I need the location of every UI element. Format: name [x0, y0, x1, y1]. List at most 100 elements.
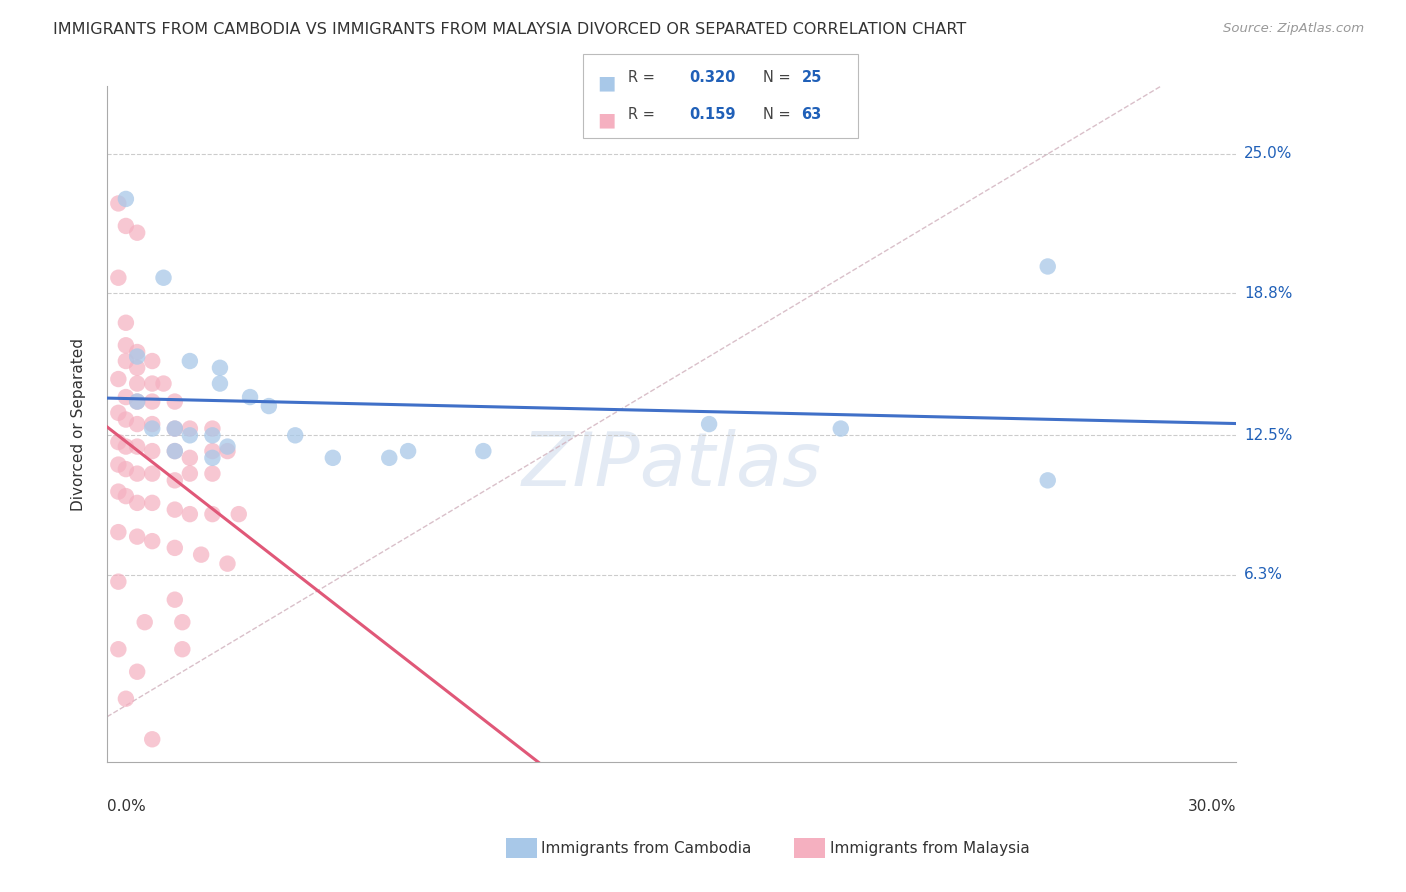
Point [830, 421, 852, 435]
Point [107, 484, 129, 499]
Point [115, 354, 138, 368]
Point [107, 270, 129, 285]
Text: 63: 63 [801, 107, 821, 122]
Point [127, 394, 149, 409]
Point [284, 428, 307, 442]
Text: ■: ■ [598, 111, 616, 129]
Point [127, 496, 149, 510]
Point [127, 665, 149, 679]
Point [163, 444, 186, 458]
Point [396, 444, 419, 458]
Point [107, 525, 129, 540]
Point [208, 376, 231, 391]
Point [239, 390, 262, 404]
Point [141, 417, 163, 431]
Point [115, 691, 138, 706]
Point [201, 467, 224, 481]
Point [141, 444, 163, 458]
Point [107, 458, 129, 472]
Point [115, 462, 138, 476]
Point [115, 192, 138, 206]
Text: 25: 25 [801, 70, 821, 85]
Text: Immigrants from Malaysia: Immigrants from Malaysia [830, 841, 1029, 855]
Point [152, 270, 174, 285]
Point [697, 417, 720, 431]
Point [172, 642, 194, 657]
Point [163, 541, 186, 555]
Point [115, 440, 138, 454]
Point [107, 372, 129, 386]
Point [115, 412, 138, 426]
Text: R =: R = [628, 107, 655, 122]
Point [141, 467, 163, 481]
Point [201, 428, 224, 442]
Point [107, 196, 129, 211]
Point [127, 350, 149, 364]
Point [127, 440, 149, 454]
Text: R =: R = [628, 70, 655, 85]
Point [322, 450, 344, 465]
Point [1036, 474, 1059, 488]
Point [172, 615, 194, 630]
Point [127, 345, 149, 359]
Text: 0.320: 0.320 [689, 70, 735, 85]
Point [217, 557, 239, 571]
Point [127, 417, 149, 431]
Point [208, 360, 231, 375]
Point [141, 732, 163, 747]
Point [115, 219, 138, 233]
Point [127, 467, 149, 481]
Point [179, 421, 201, 435]
Point [217, 444, 239, 458]
Point [141, 394, 163, 409]
Point [163, 474, 186, 488]
Point [163, 394, 186, 409]
Text: 30.0%: 30.0% [1188, 799, 1236, 814]
Point [179, 507, 201, 521]
Point [179, 450, 201, 465]
Text: 0.159: 0.159 [689, 107, 735, 122]
Point [141, 376, 163, 391]
Text: Source: ZipAtlas.com: Source: ZipAtlas.com [1223, 22, 1364, 36]
Text: N =: N = [763, 107, 792, 122]
Point [1036, 260, 1059, 274]
Point [115, 316, 138, 330]
Point [115, 390, 138, 404]
Point [127, 394, 149, 409]
Point [141, 534, 163, 549]
Point [134, 615, 156, 630]
Y-axis label: Divorced or Separated: Divorced or Separated [72, 337, 86, 510]
Point [163, 502, 186, 516]
Point [179, 428, 201, 442]
Point [141, 421, 163, 435]
Point [127, 376, 149, 391]
Text: N =: N = [763, 70, 792, 85]
Text: 18.8%: 18.8% [1244, 286, 1292, 301]
Point [107, 574, 129, 589]
Point [257, 399, 280, 413]
Text: 12.5%: 12.5% [1244, 428, 1292, 442]
Text: 6.3%: 6.3% [1244, 567, 1284, 582]
Text: IMMIGRANTS FROM CAMBODIA VS IMMIGRANTS FROM MALAYSIA DIVORCED OR SEPARATED CORRE: IMMIGRANTS FROM CAMBODIA VS IMMIGRANTS F… [53, 22, 967, 37]
Point [179, 354, 201, 368]
Point [107, 435, 129, 450]
Point [190, 548, 212, 562]
Point [107, 642, 129, 657]
Text: ZIPatlas: ZIPatlas [522, 428, 821, 500]
Point [201, 450, 224, 465]
Point [378, 450, 401, 465]
Point [163, 421, 186, 435]
Point [163, 592, 186, 607]
Point [201, 421, 224, 435]
Point [115, 338, 138, 352]
Text: 0.0%: 0.0% [107, 799, 146, 814]
Point [127, 530, 149, 544]
Point [163, 421, 186, 435]
Point [141, 496, 163, 510]
Point [163, 444, 186, 458]
Point [217, 440, 239, 454]
Point [201, 444, 224, 458]
Point [115, 489, 138, 503]
Point [152, 376, 174, 391]
Text: ■: ■ [598, 73, 616, 92]
